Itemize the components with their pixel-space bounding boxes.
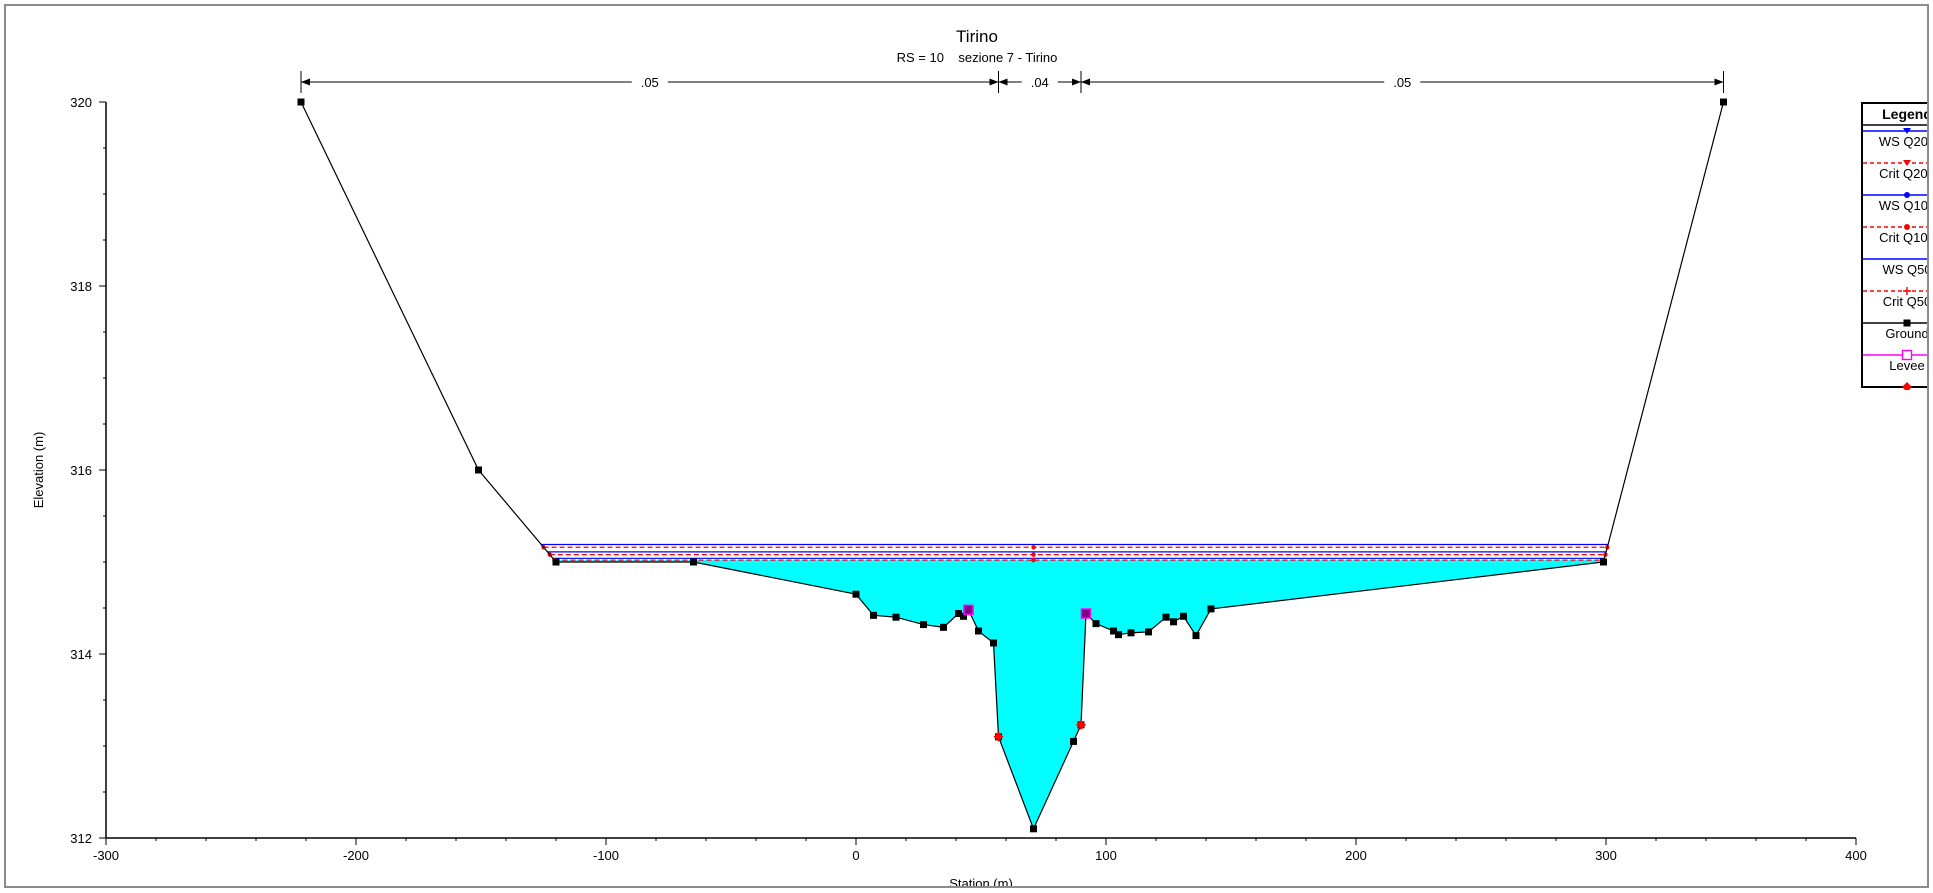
- levee-marker: [963, 604, 974, 616]
- manning-n-arrow: [1072, 78, 1081, 86]
- ground-point: [1070, 737, 1077, 745]
- crit-marker-3-1: [1031, 552, 1036, 557]
- y-tick-label: 312: [70, 831, 92, 846]
- ground-point: [975, 627, 982, 635]
- legend-label-2: WS Q100: [1879, 198, 1929, 213]
- x-tick-label: -200: [343, 848, 369, 863]
- legend-marker-5: [1903, 287, 1911, 295]
- x-tick-label: 300: [1595, 848, 1617, 863]
- legend-marker-3: [1904, 224, 1910, 230]
- legend-label-4: WS Q50: [1882, 262, 1929, 277]
- legend-marker-7: [1901, 349, 1913, 361]
- x-tick-label: -100: [593, 848, 619, 863]
- ground-point: [892, 613, 900, 621]
- legend-marker-6: [1903, 319, 1911, 327]
- ground-point: [1145, 628, 1152, 636]
- ground-point: [1092, 620, 1100, 628]
- ground-point: [1162, 613, 1170, 621]
- chart-window: -300 -200 -100 0 100 200 300 400 312 314 316 318 32…: [4, 4, 1929, 888]
- ground-point: [690, 558, 697, 566]
- y-ticks: 312 314 316 318 320: [70, 95, 106, 846]
- ground-point: [1170, 618, 1177, 626]
- ground-point: [990, 639, 997, 647]
- legend-label-3: Crit Q100: [1879, 230, 1929, 245]
- ground-point: [955, 610, 962, 618]
- ground-point: [870, 611, 877, 619]
- legend-content: Legend WS Q200Crit Q200WS Q100Crit Q100W…: [1863, 106, 1929, 405]
- ground-layer: [297, 98, 1727, 833]
- crit-marker-1-1: [1031, 545, 1036, 550]
- axes-layer: [105, 102, 1856, 839]
- water-fill: [554, 560, 1604, 829]
- manning-n-label: .05: [641, 75, 659, 90]
- y-tick-label: 318: [70, 279, 92, 294]
- y-tick-label: 316: [70, 463, 92, 478]
- levee-marker: [1080, 608, 1092, 619]
- manning-n-arrow: [1081, 78, 1090, 86]
- ground-point: [1720, 98, 1727, 106]
- y-tick-label: 314: [70, 647, 92, 662]
- manning-n-arrow: [301, 78, 310, 86]
- x-axis-label: Station (m): [949, 876, 1013, 888]
- manning-n-arrow: [1714, 78, 1724, 86]
- bank-station-marker: [993, 731, 1004, 742]
- ground-point: [1110, 627, 1117, 635]
- crit-marker-5-1: [1031, 557, 1036, 563]
- manning-n-label: .05: [1393, 75, 1411, 90]
- ground-point: [297, 98, 305, 106]
- ground-point: [940, 623, 947, 631]
- legend-marker-8: [1902, 382, 1912, 392]
- legend-label-1: Crit Q200: [1879, 166, 1929, 181]
- legend-label-0: WS Q200: [1879, 134, 1929, 149]
- manning-n-arrow: [989, 78, 999, 86]
- chart-subtitle: RS = 10 sezione 7 - Tirino: [897, 50, 1058, 65]
- ground-point: [1192, 632, 1200, 640]
- manning-n-annotations: .05 .04 .05: [300, 71, 1724, 93]
- x-tick-label: 0: [852, 848, 859, 863]
- legend-label-5: Crit Q50: [1883, 294, 1929, 309]
- manning-n-label: .04: [1031, 75, 1049, 90]
- ground-point: [1207, 605, 1215, 613]
- ground-point: [475, 466, 482, 474]
- y-axis-label: Elevation (m): [31, 432, 46, 509]
- legend-label-7: Levee: [1889, 358, 1924, 373]
- x-tick-label: 100: [1095, 848, 1117, 863]
- water-area-layer: [554, 560, 1604, 829]
- ground-point: [920, 621, 927, 629]
- x-tick-label: 400: [1845, 848, 1867, 863]
- y-tick-label: 320: [70, 95, 92, 110]
- x-tick-label: -300: [93, 848, 119, 863]
- ground-point: [1180, 612, 1187, 620]
- legend-label-6: Ground: [1885, 326, 1928, 341]
- ground-point: [1115, 631, 1122, 639]
- manning-n-arrow: [998, 78, 1008, 86]
- legend: Legend WS Q200Crit Q200WS Q100Crit Q100W…: [1861, 102, 1929, 405]
- ground-point: [852, 590, 860, 598]
- ground-point: [552, 558, 560, 566]
- x-ticks: -300 -200 -100 0 100 200 300 400: [93, 838, 1867, 863]
- cross-section-chart: -300 -200 -100 0 100 200 300 400 312 314 316 318 32…: [31, 27, 1867, 888]
- legend-title: Legend: [1882, 106, 1929, 122]
- bank-station-marker: [1076, 719, 1086, 730]
- ground-point: [1030, 825, 1037, 833]
- legend-marker-1: [1903, 160, 1911, 166]
- ground-point: [1127, 629, 1135, 637]
- water-surface-layer: [541, 543, 1610, 563]
- legend-marker-2: [1904, 192, 1910, 198]
- marker-layer: [963, 604, 1092, 742]
- ground-point: [960, 612, 967, 620]
- x-tick-label: 200: [1345, 848, 1367, 863]
- ground-point: [1600, 558, 1607, 566]
- legend-entries: WS Q200 Crit Q200 WS Q100 Crit Q100 WS Q50 Cr…: [1863, 128, 1929, 405]
- legend-marker-0: [1903, 128, 1911, 134]
- chart-title: Tirino: [956, 27, 998, 46]
